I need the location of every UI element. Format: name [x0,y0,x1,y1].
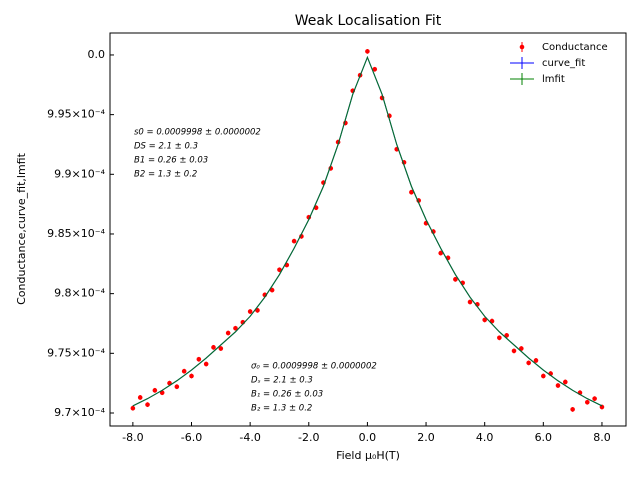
data-point [453,277,458,282]
data-point [482,317,487,323]
data-point [585,399,590,405]
y-tick-label: 9.7×10⁻⁴ [54,406,106,419]
y-tick-label: 0.0 [88,48,106,61]
annotation: B₂ = 1.3 ± 0.2 [251,404,312,414]
data-point [145,402,150,407]
data-point [218,346,224,351]
data-point [409,189,414,195]
y-tick-label: 9.75×10⁻⁴ [47,346,106,359]
data-point [277,267,282,273]
x-tick-label: -4.0 [239,431,260,444]
y-tick-label: 9.95×10⁻⁴ [47,108,106,121]
data-point [269,287,275,293]
plot-frame [109,32,627,427]
data-point [372,66,378,72]
data-point [152,388,158,393]
legend-label: Conductance [542,42,608,53]
data-point [533,358,539,363]
annotation: σ₀ = 0.0009998 ± 0.0000002 [251,362,377,372]
legend-symbol [519,44,525,50]
legend-label: curve_fit [542,58,585,69]
x-tick-label: -6.0 [181,431,202,444]
data-point [497,335,502,341]
annotation: B₁ = 0.26 ± 0.03 [251,390,323,400]
data-point [233,325,238,331]
data-point [203,361,209,367]
data-point [247,309,253,314]
data-point [504,333,509,338]
data-point [592,396,597,401]
data-point [555,383,561,388]
data-point [130,405,136,411]
annotation: DS = 2.1 ± 0.3 [134,142,198,152]
data-point [174,384,180,390]
data-point [526,360,531,366]
annotation: Dₛ = 2.1 ± 0.3 [251,376,313,386]
data-point [181,368,187,374]
chart-title: Weak Localisation Fit [295,13,442,29]
data-point [541,373,546,379]
data-point [563,379,568,385]
data-point [365,49,370,54]
data-point [211,345,216,350]
data-point [519,346,524,351]
data-point [225,330,231,336]
annotation: s0 = 0.0009998 ± 0.0000002 [134,128,261,138]
x-tick-label: 4.0 [476,431,494,444]
data-point [467,299,473,305]
x-tick-label: 2.0 [417,431,435,444]
annotation: B2 = 1.3 ± 0.2 [134,170,197,180]
data-point [511,348,517,354]
y-tick-label: 9.9×10⁻⁴ [54,167,106,180]
y-tick-label: 9.8×10⁻⁴ [54,287,106,300]
y-axis-label: Conductance,curve_fit,lmfit [15,152,28,304]
y-tick-label: 9.85×10⁻⁴ [47,227,106,240]
annotation: B1 = 0.26 ± 0.03 [134,156,208,166]
data-point [291,238,297,244]
data-point [570,407,575,412]
x-tick-label: 8.0 [593,431,611,444]
data-point [189,373,194,379]
data-point [137,395,143,400]
data-point [196,356,202,362]
x-axis-label: Field μ₀H(T) [336,449,400,462]
data-point [255,308,260,313]
data-point [438,250,444,256]
x-tick-label: 6.0 [535,431,553,444]
legend-label: lmfit [542,74,565,85]
x-tick-label: 0.0 [359,431,377,444]
x-tick-label: -2.0 [298,431,319,444]
fit-line [132,55,603,407]
x-tick-label: -8.0 [122,431,143,444]
